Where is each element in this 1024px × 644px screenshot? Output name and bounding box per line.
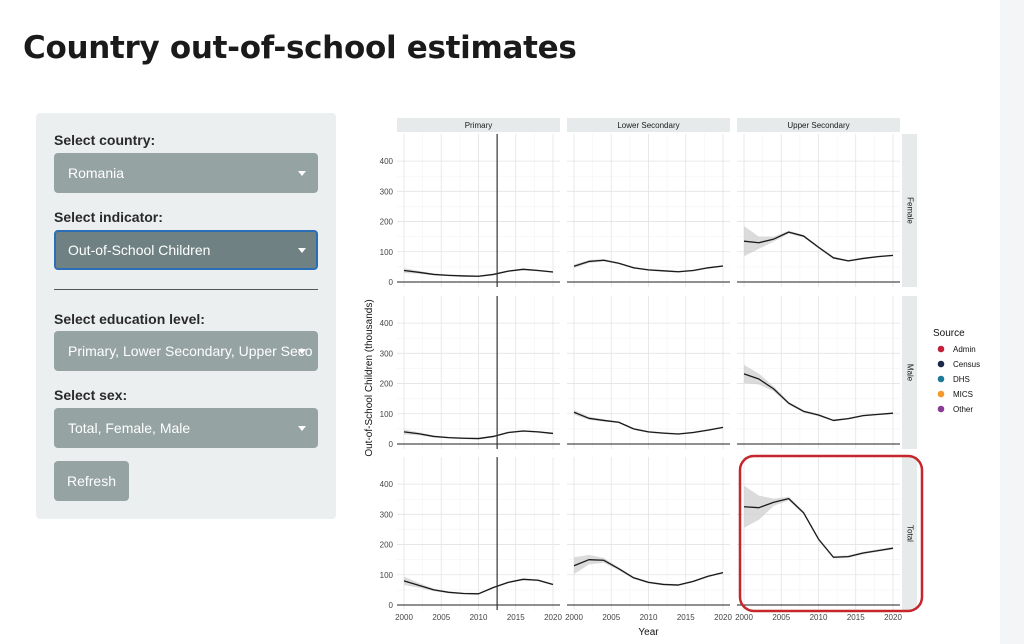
legend-swatch [937,405,945,413]
indicator-label: Select indicator: [54,209,163,225]
legend-swatch [937,390,945,398]
x-tick-label: 2010 [470,613,488,622]
uncertainty-band [574,259,723,273]
y-tick-label: 400 [380,157,394,166]
facet-strip-2 [737,118,900,132]
facet-row-label: Male [905,364,914,382]
chevron-down-icon [298,171,306,176]
legend-label: Admin [953,345,976,354]
x-tick-label: 2010 [810,613,828,622]
x-tick-label: 2020 [544,613,562,622]
country-label: Select country: [54,132,156,148]
y-tick-label: 200 [380,380,394,389]
uncertainty-band [574,554,723,586]
x-tick-label: 2000 [395,613,413,622]
y-tick-label: 300 [380,349,394,358]
education-level-label: Select education level: [54,311,205,327]
chevron-down-icon [298,248,306,253]
chevron-down-icon [298,349,306,354]
x-tick-label: 2020 [714,613,732,622]
facet-row-label: Female [905,197,914,224]
y-tick-label: 400 [380,480,394,489]
legend-swatch [937,345,945,353]
facet-column-label: Upper Secondary [787,121,849,130]
x-tick-label: 2005 [772,613,790,622]
series-line [403,430,554,440]
series-line [403,268,554,277]
x-tick-label: 2000 [735,613,753,622]
education-level-select-value: Primary, Lower Secondary, Upper Seco [68,343,313,359]
y-tick-label: 300 [380,510,394,519]
facet-row-strip-0 [902,134,917,287]
y-axis-title: Out-of-School Children (thousands) [364,299,375,456]
country-select-value: Romania [68,165,125,181]
x-tick-label: 2015 [677,613,695,622]
faceted-line-chart: Primary Lower Secondary Upper Secondary Fem… [364,118,980,638]
series-line [403,578,554,595]
education-level-select[interactable]: Primary, Lower Secondary, Upper Seco [54,331,318,371]
x-axis-title: Year [638,627,659,638]
x-tick-label: 2015 [507,613,525,622]
series-line [573,411,724,435]
indicator-select-value: Out-of-School Children [68,242,211,258]
y-tick-label: 200 [380,218,394,227]
legend-label: DHS [953,375,970,384]
facet-strip-1 [567,118,730,132]
country-select[interactable]: Romania [54,153,318,193]
legend-title: Source [933,328,965,339]
series-line [743,231,894,262]
x-tick-label: 2000 [565,613,583,622]
legend-label: MICS [953,390,973,399]
series-line [743,373,894,422]
facet-row-strip-1 [902,296,917,449]
sex-label: Select sex: [54,387,128,403]
sex-select-value: Total, Female, Male [68,420,191,436]
y-tick-label: 0 [389,601,394,610]
highlight-box [738,454,924,613]
legend-label: Other [953,405,973,414]
x-tick-label: 2005 [602,613,620,622]
y-tick-label: 0 [389,278,394,287]
facet-row-label: Total [905,525,914,542]
facet-row-strip-2 [902,457,917,610]
facet-column-label: Primary [465,121,493,130]
y-tick-label: 100 [380,571,394,580]
facet-column-label: Lower Secondary [617,121,679,130]
y-tick-label: 0 [389,440,394,449]
y-tick-label: 100 [380,248,394,257]
page-title: Country out-of-school estimates [23,30,577,66]
x-tick-label: 2005 [432,613,450,622]
y-tick-label: 300 [380,187,394,196]
series-line [573,259,724,273]
refresh-button[interactable]: Refresh [54,461,129,501]
y-tick-label: 400 [380,319,394,328]
legend-label: Census [953,360,980,369]
chevron-down-icon [298,426,306,431]
y-tick-label: 200 [380,541,394,550]
sidebar-divider [54,289,318,290]
y-tick-label: 100 [380,410,394,419]
page-right-edge [1000,0,1024,644]
legend-swatch [937,375,945,383]
sex-select[interactable]: Total, Female, Male [54,408,318,448]
legend-swatch [937,360,945,368]
series-line [743,497,894,558]
indicator-select[interactable]: Out-of-School Children [54,230,318,270]
series-line [573,559,724,586]
x-tick-label: 2020 [884,613,902,622]
facet-strip-0 [397,118,560,132]
x-tick-label: 2010 [640,613,658,622]
x-tick-label: 2015 [847,613,865,622]
